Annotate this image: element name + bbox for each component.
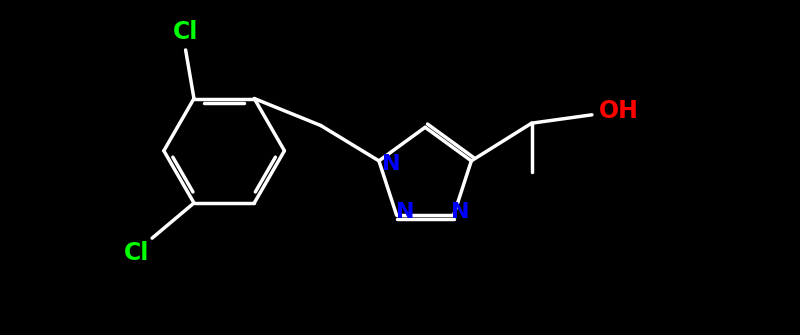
Text: N: N	[396, 202, 414, 222]
Text: N: N	[382, 154, 401, 174]
Text: N: N	[451, 202, 470, 222]
Text: Cl: Cl	[124, 241, 150, 265]
Text: OH: OH	[598, 98, 638, 123]
Text: Cl: Cl	[173, 19, 198, 44]
